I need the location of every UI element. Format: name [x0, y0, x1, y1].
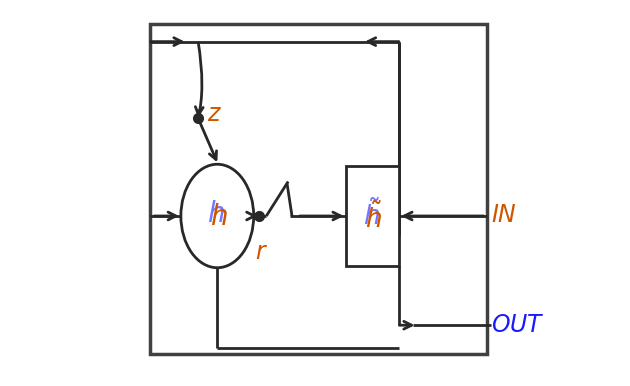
Text: $\mathit{OUT}$: $\mathit{OUT}$	[491, 314, 545, 337]
Text: $h$: $h$	[207, 201, 225, 229]
Text: $\tilde{h}$: $\tilde{h}$	[365, 201, 382, 233]
Text: $z$: $z$	[207, 103, 221, 126]
Bar	[150, 24, 488, 354]
Text: $r$: $r$	[255, 241, 268, 264]
Text: $h$: $h$	[210, 204, 227, 231]
Text: $\tilde{h}$: $\tilde{h}$	[363, 199, 380, 230]
Text: $\mathit{IN}$: $\mathit{IN}$	[491, 205, 517, 227]
Bar	[346, 166, 399, 266]
